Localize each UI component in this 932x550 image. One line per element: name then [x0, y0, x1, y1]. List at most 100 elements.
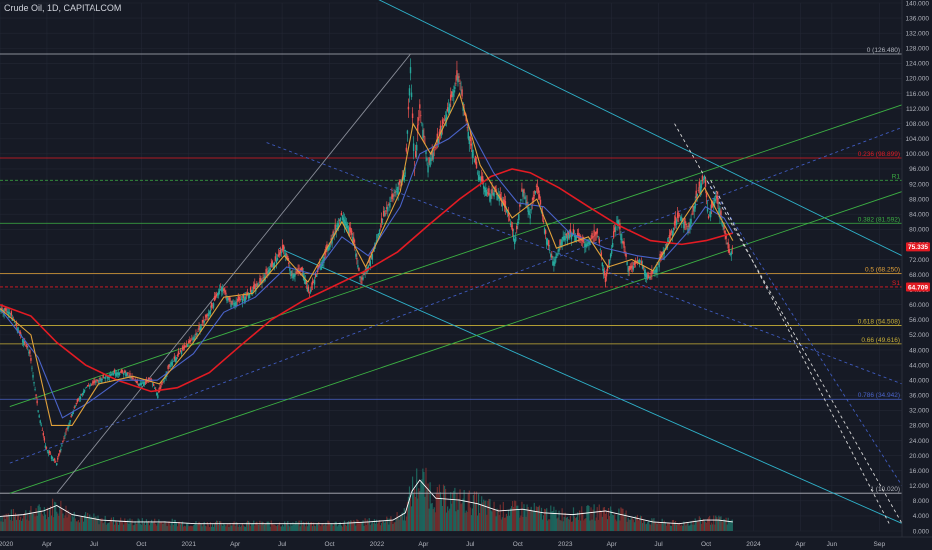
volume-bar — [418, 488, 420, 531]
candle-body — [665, 244, 668, 246]
candle-body — [253, 285, 255, 290]
candle-body — [181, 346, 184, 350]
candle-body — [388, 204, 390, 206]
candle-body — [357, 265, 359, 268]
candle-body — [691, 213, 693, 215]
volume-bar — [115, 521, 118, 531]
volume-bar — [387, 518, 389, 531]
candle-body — [409, 67, 412, 74]
volume-bar — [531, 511, 533, 531]
candle-body — [508, 219, 511, 220]
volume-bar — [23, 514, 25, 531]
candle-body — [728, 249, 730, 254]
volume-bar — [30, 505, 32, 531]
candle-body — [71, 414, 73, 416]
candle-body — [553, 261, 555, 266]
volume-bar — [308, 523, 311, 531]
candle-body — [203, 320, 205, 323]
volume-bar — [590, 507, 592, 531]
candle-body — [52, 458, 55, 461]
candle-body — [611, 243, 614, 247]
volume-bar — [567, 518, 569, 531]
candle-body — [48, 451, 51, 454]
volume-bar — [330, 523, 332, 531]
volume-bar — [506, 516, 509, 531]
volume-bar — [246, 520, 249, 531]
candle-body — [365, 267, 367, 271]
volume-bar — [63, 518, 65, 531]
candle-body — [262, 277, 264, 279]
volume-bar — [91, 516, 93, 531]
candle-body — [525, 200, 527, 206]
candle-body — [274, 256, 277, 261]
volume-bar — [614, 514, 616, 531]
volume-bar — [49, 506, 52, 531]
candle-body — [331, 237, 333, 244]
candle-body — [689, 223, 691, 230]
fib-level-label: R1 — [892, 173, 901, 180]
volume-bar — [517, 505, 519, 531]
volume-bar — [223, 523, 225, 531]
candle-body — [202, 319, 204, 323]
volume-bar — [624, 513, 626, 531]
volume-bar — [228, 526, 230, 531]
candle-body — [175, 357, 178, 361]
candle-body — [114, 372, 117, 376]
volume-bar — [633, 522, 635, 531]
trend-line — [56, 53, 411, 494]
volume-bar — [38, 504, 40, 531]
volume-bar — [699, 517, 701, 531]
candle-body — [518, 214, 520, 221]
volume-bar — [92, 519, 94, 531]
volume-bar — [304, 526, 306, 531]
volume-bar — [431, 502, 433, 531]
candle-body — [452, 93, 454, 95]
volume-bar — [538, 505, 541, 531]
volume-bar — [690, 521, 692, 531]
volume-bar — [584, 518, 586, 531]
volume-bar — [359, 522, 361, 531]
candle-body — [714, 198, 716, 202]
volume-bar — [654, 522, 656, 531]
candle-body — [49, 453, 52, 455]
volume-bar — [286, 522, 288, 531]
volume-bar — [666, 522, 668, 531]
candle-body — [136, 380, 138, 383]
volume-bar — [179, 524, 182, 531]
candle-body — [588, 241, 590, 245]
volume-bar — [368, 518, 370, 531]
volume-bar — [350, 520, 352, 531]
candle-body — [101, 378, 103, 380]
price-badge-label: 64.709 — [908, 284, 928, 291]
time-tick-label: Oct — [324, 541, 334, 548]
candle-body — [422, 129, 424, 139]
candle-body — [557, 250, 559, 252]
time-tick-label: Oct — [701, 541, 711, 548]
candle-body — [479, 179, 482, 181]
price-badge-label: 75.335 — [908, 244, 928, 251]
volume-bar — [87, 512, 89, 531]
volume-bar — [79, 516, 82, 531]
volume-bar — [153, 522, 155, 531]
volume-bar — [612, 514, 614, 531]
volume-bar — [442, 484, 445, 531]
volume-bar — [519, 517, 521, 531]
volume-bar — [423, 471, 425, 531]
volume-bar — [310, 522, 313, 531]
candle-body — [167, 365, 169, 369]
candle-body — [272, 263, 275, 269]
candle-body — [688, 222, 690, 228]
volume-bar — [616, 521, 618, 531]
candle-body — [286, 256, 288, 258]
volume-bar — [157, 523, 159, 531]
volume-bar — [235, 522, 237, 531]
candle-body — [122, 371, 124, 373]
volume-bar — [399, 516, 401, 531]
volume-bar — [293, 524, 295, 531]
candle-body — [517, 221, 519, 226]
candle-body — [398, 182, 400, 185]
volume-bar — [120, 517, 122, 531]
candle-body — [196, 333, 198, 336]
